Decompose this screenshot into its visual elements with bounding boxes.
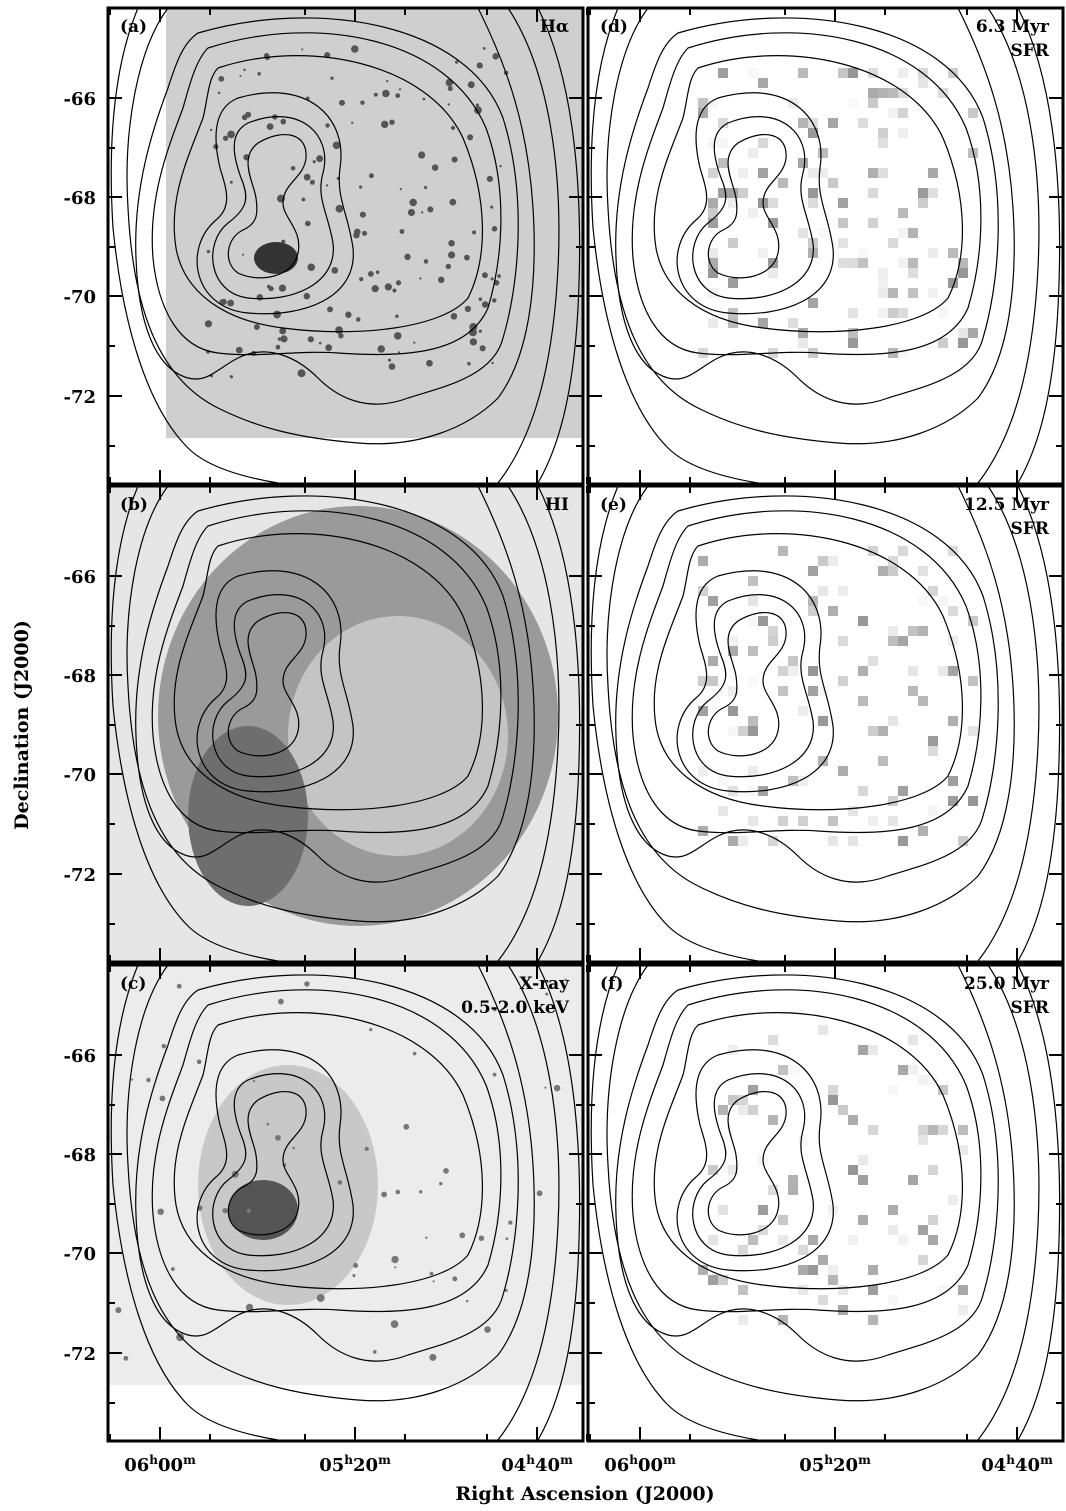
panel-image bbox=[590, 486, 1061, 962]
x-tick-label: 06h00m bbox=[604, 1453, 676, 1476]
panel-tag: (d) bbox=[600, 17, 628, 37]
x-tick-label: 05h20m bbox=[319, 1453, 391, 1476]
panel-image bbox=[590, 965, 1061, 1441]
panel-label: 25.0 Myr bbox=[964, 974, 1050, 994]
y-tick-label: -72 bbox=[63, 387, 96, 408]
panel-tag: (b) bbox=[120, 495, 148, 515]
panel-label: Hα bbox=[540, 17, 569, 37]
y-tick-label: -68 bbox=[63, 1145, 96, 1166]
y-tick-label: -68 bbox=[63, 188, 96, 209]
y-tick-label: -70 bbox=[63, 1244, 96, 1265]
panel-frame bbox=[586, 6, 1065, 486]
panel-label: HI bbox=[545, 495, 569, 515]
panel-label: SFR bbox=[1011, 998, 1050, 1018]
panel-label: 6.3 Myr bbox=[976, 17, 1050, 37]
panel: (d) 6.3 Myr SFR bbox=[586, 6, 1065, 486]
x-tick-label: 04h40m bbox=[501, 1453, 573, 1476]
panel-image bbox=[590, 8, 1061, 484]
panel-label: X-ray bbox=[520, 974, 571, 994]
panel-image bbox=[110, 8, 583, 484]
y-axis-title: Declination (J2000) bbox=[11, 620, 33, 830]
x-tick-label: 04h40m bbox=[981, 1453, 1053, 1476]
y-tick-label: -66 bbox=[63, 1046, 96, 1067]
x-tick-label: 05h20m bbox=[799, 1453, 871, 1476]
y-tick-label: -66 bbox=[63, 567, 96, 588]
panel-image bbox=[108, 486, 583, 962]
panel-tag: (a) bbox=[120, 17, 147, 37]
y-tick-label: -72 bbox=[63, 865, 96, 886]
panel: -66 -68 -70 -72 (b) HI bbox=[63, 484, 588, 964]
panel-frame bbox=[586, 963, 1065, 1443]
panel-tag: (c) bbox=[120, 974, 146, 994]
panel-label: 0.5-2.0 keV bbox=[461, 998, 570, 1018]
panel-label: SFR bbox=[1011, 41, 1050, 61]
x-tick-label: 06h00m bbox=[124, 1453, 196, 1476]
panel-tag: (f) bbox=[600, 974, 623, 994]
panel-label: SFR bbox=[1011, 519, 1050, 539]
x-axis-title: Right Ascension (J2000) bbox=[455, 1483, 714, 1505]
panel: -66 -68 -70 -72 06h00m 05h20m 04h40m (c) X-ray 0.… bbox=[63, 963, 588, 1476]
panel: (e) 12.5 Myr SFR bbox=[586, 484, 1065, 964]
y-tick-label: -66 bbox=[63, 89, 96, 110]
y-tick-label: -68 bbox=[63, 666, 96, 687]
y-tick-label: -70 bbox=[63, 287, 96, 308]
panel: -66 -68 -70 -72 (a) Hα bbox=[63, 6, 588, 486]
y-tick-label: -70 bbox=[63, 765, 96, 786]
panel: 06h00m 05h20m 04h40m (f) 25.0 Myr SFR bbox=[586, 963, 1065, 1476]
panel-label: 12.5 Myr bbox=[964, 495, 1050, 515]
panel-image bbox=[108, 965, 583, 1441]
panel-tag: (e) bbox=[600, 495, 627, 515]
y-tick-label: -72 bbox=[63, 1344, 96, 1365]
